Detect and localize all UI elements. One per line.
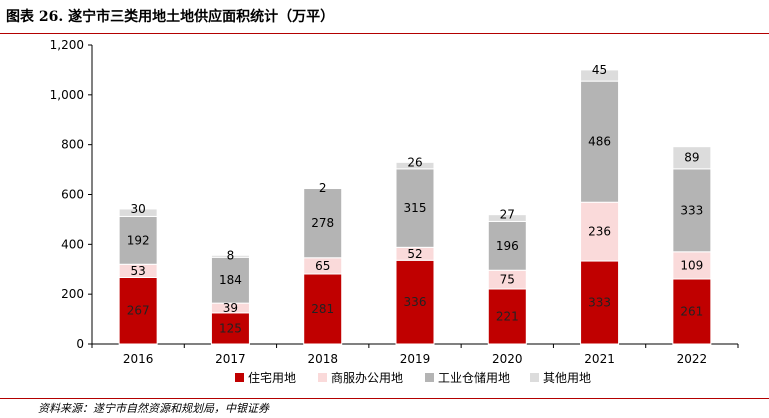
data-label: 184 (219, 273, 242, 287)
x-tick-label: 2020 (492, 352, 523, 366)
source-rule (0, 398, 769, 399)
x-tick-label: 2018 (307, 352, 338, 366)
y-tick-label: 1,200 (50, 38, 84, 52)
bar-other (395, 161, 435, 170)
bar-residential (672, 278, 712, 345)
y-tick-label: 600 (61, 188, 84, 202)
data-label: 109 (680, 258, 703, 272)
data-label: 52 (407, 247, 422, 261)
bar-residential (210, 312, 250, 345)
data-label: 336 (404, 295, 427, 309)
data-label: 333 (680, 203, 703, 217)
data-label: 53 (131, 264, 146, 278)
chart-legend: 住宅用地 商服办公用地 工业仓储用地 其他用地 (235, 370, 591, 385)
x-tick-label: 2022 (677, 352, 708, 366)
data-label: 2 (319, 181, 327, 195)
chart-bars (118, 69, 712, 345)
legend-swatch (425, 373, 434, 382)
y-tick-label: 1,000 (50, 88, 84, 102)
data-label: 261 (680, 304, 703, 318)
chart-axes: 0 200 400 600 800 1,000 1,200 2016 2017 2018 2019 2… (50, 38, 739, 366)
data-label: 65 (315, 259, 330, 273)
source-note: 资料来源：遂宁市自然资源和规划局，中银证券 (38, 402, 269, 415)
legend-label: 其他用地 (543, 371, 591, 385)
data-label: 236 (588, 225, 611, 239)
legend-swatch (530, 373, 539, 382)
y-tick-label: 200 (61, 287, 84, 301)
legend-label: 商服办公用地 (331, 370, 403, 385)
y-tick-label: 800 (61, 138, 84, 152)
data-label: 221 (496, 309, 519, 323)
bar-other (118, 208, 158, 217)
bar-other (672, 146, 712, 170)
title-rule (0, 33, 769, 34)
legend-label: 住宅用地 (248, 370, 296, 385)
bar-industrial (672, 168, 712, 253)
chart-data-labels: 267 53 192 30 125 39 184 8 281 65 278 2 336 52 315 26 22… (127, 63, 704, 336)
data-label: 278 (311, 216, 334, 230)
legend-label: 工业仓储用地 (438, 370, 510, 385)
data-label: 8 (227, 248, 235, 262)
bar-industrial (580, 80, 620, 203)
y-tick-label: 400 (61, 237, 84, 251)
legend-swatch (318, 373, 327, 382)
data-label: 45 (592, 63, 607, 77)
bar-residential (580, 260, 620, 345)
legend-swatch (235, 373, 244, 382)
y-tick-label: 0 (76, 337, 84, 351)
chart-title: 图表 26. 遂宁市三类用地土地供应面积统计（万平） (6, 9, 335, 25)
bar-other (210, 254, 250, 258)
data-label: 315 (404, 201, 427, 215)
bar-industrial (395, 168, 435, 248)
data-label: 39 (223, 301, 238, 315)
data-label: 27 (500, 208, 515, 222)
bar-other (580, 69, 620, 82)
data-label: 196 (496, 239, 519, 253)
bar-industrial (303, 188, 343, 259)
bar-residential (487, 288, 527, 345)
x-tick-label: 2021 (584, 352, 615, 366)
data-label: 192 (127, 233, 150, 247)
data-label: 486 (588, 135, 611, 149)
data-label: 89 (684, 151, 699, 165)
x-tick-label: 2017 (215, 352, 246, 366)
data-label: 125 (219, 321, 242, 335)
data-label: 333 (588, 296, 611, 310)
bar-industrial (487, 220, 527, 271)
data-label: 26 (407, 155, 422, 169)
x-tick-label: 2016 (123, 352, 154, 366)
x-tick-label: 2019 (400, 352, 431, 366)
data-label: 281 (311, 302, 334, 316)
bar-other (487, 214, 527, 222)
data-label: 75 (500, 273, 515, 287)
data-label: 267 (127, 304, 150, 318)
data-label: 30 (131, 202, 146, 216)
